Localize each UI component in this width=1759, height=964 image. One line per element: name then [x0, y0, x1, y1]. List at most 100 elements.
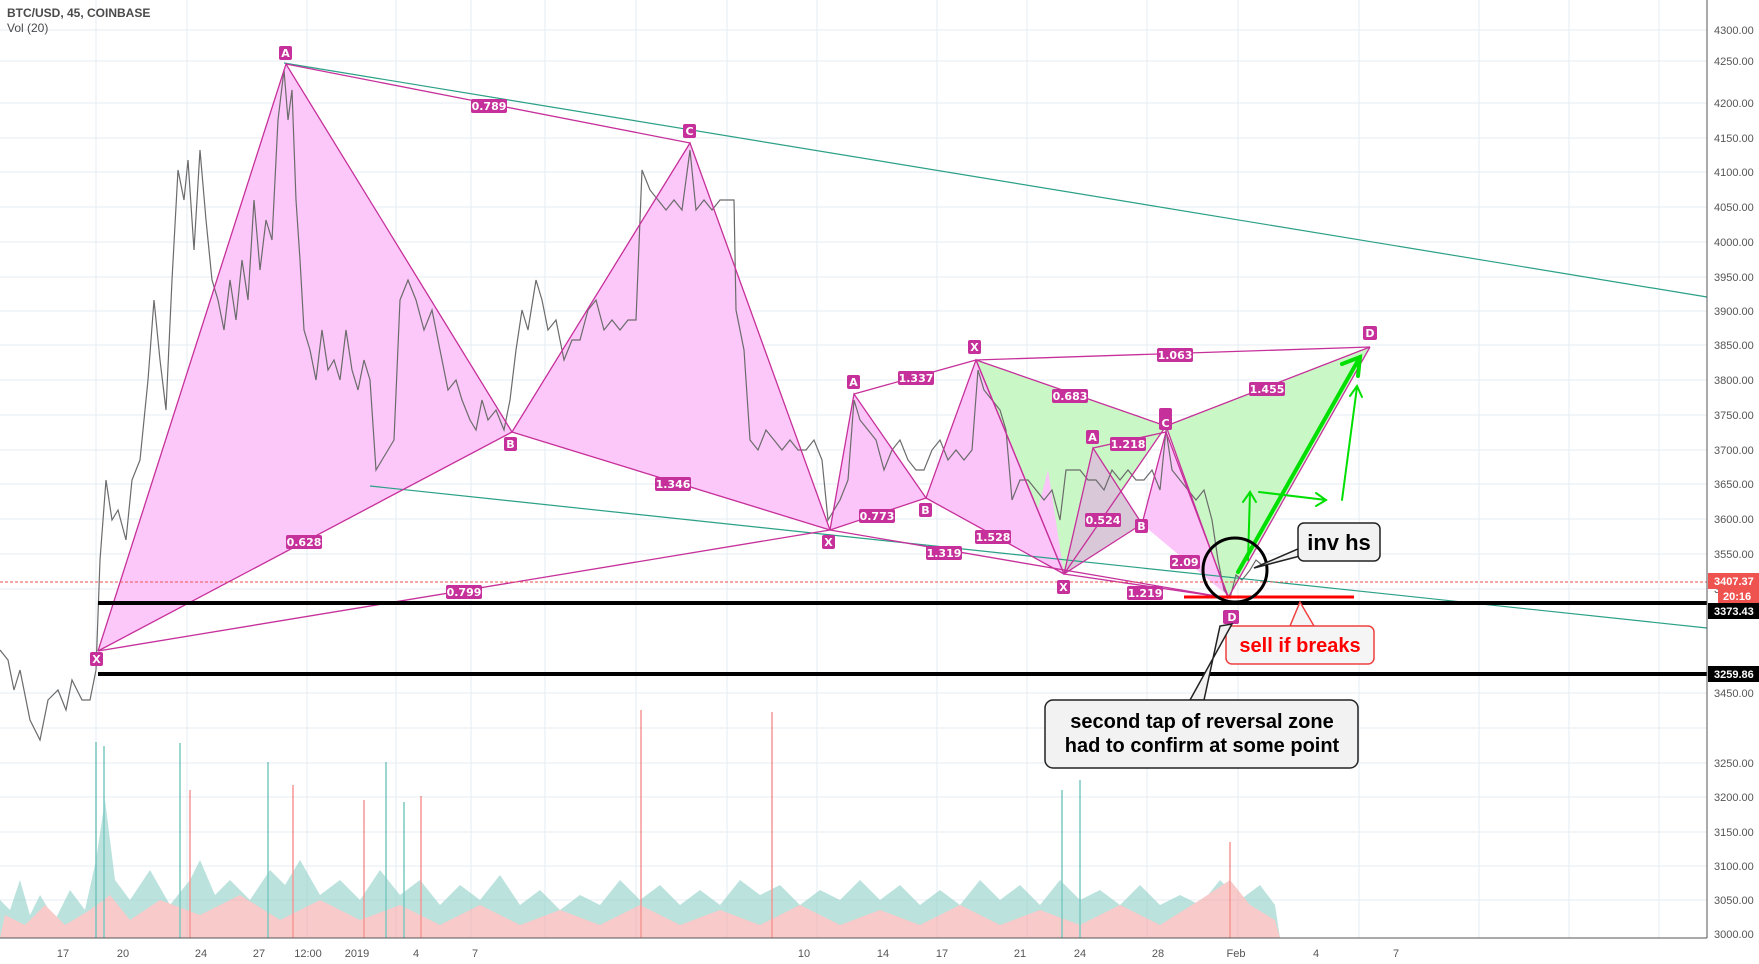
chart-legend: BTC/USD, 45, COINBASE Vol (20)	[7, 6, 150, 36]
svg-text:1.219: 1.219	[1128, 587, 1163, 600]
svg-text:A: A	[1088, 431, 1097, 444]
svg-text:X: X	[92, 653, 101, 666]
point-b-2: B	[919, 503, 932, 517]
svg-text:X: X	[824, 536, 833, 549]
svg-text:3259.86: 3259.86	[1714, 669, 1754, 681]
harmonic-pattern-fills	[98, 64, 1370, 651]
ratio-2-09: 2.09	[1170, 555, 1200, 569]
svg-text:inv hs: inv hs	[1307, 530, 1371, 555]
svg-text:17: 17	[57, 948, 69, 960]
svg-text:X: X	[1059, 581, 1068, 594]
svg-text:3750.00: 3750.00	[1714, 410, 1754, 422]
svg-text:3150.00: 3150.00	[1714, 827, 1754, 839]
projection-arrows	[1236, 353, 1363, 574]
svg-text:0.799: 0.799	[447, 586, 482, 599]
price-candles	[0, 69, 1263, 742]
svg-text:14: 14	[877, 948, 889, 960]
svg-text:28: 28	[1152, 948, 1164, 960]
svg-text:24: 24	[1074, 948, 1086, 960]
price-axis[interactable]: 4300.00 4250.00 4200.00 4150.00 4100.00 …	[1706, 0, 1759, 964]
point-a-1: A	[279, 46, 292, 60]
svg-text:3700.00: 3700.00	[1714, 445, 1754, 457]
svg-text:B: B	[506, 438, 514, 451]
svg-text:4000.00: 4000.00	[1714, 237, 1754, 249]
svg-text:had to confirm at some point: had to confirm at some point	[1065, 735, 1340, 757]
point-a-2: A	[847, 375, 860, 389]
svg-text:2019: 2019	[345, 948, 369, 960]
svg-text:A: A	[849, 376, 858, 389]
svg-text:27: 27	[253, 948, 265, 960]
svg-text:4: 4	[1313, 948, 1319, 960]
svg-text:1.319: 1.319	[927, 547, 962, 560]
svg-text:7: 7	[472, 948, 478, 960]
svg-text:1.455: 1.455	[1250, 383, 1285, 396]
inv-hs-circle	[1201, 536, 1269, 604]
point-d-4: D	[1223, 610, 1239, 624]
svg-text:10: 10	[798, 948, 810, 960]
symbol-title: BTC/USD, 45, COINBASE	[7, 6, 151, 20]
svg-text:D: D	[1227, 611, 1236, 624]
svg-text:C: C	[1161, 417, 1169, 430]
svg-text:4300.00: 4300.00	[1714, 25, 1754, 37]
level-tag-3373: 3373.43	[1708, 603, 1759, 619]
point-c-3: C	[1159, 416, 1172, 430]
point-b-4	[1159, 408, 1172, 418]
svg-text:3850.00: 3850.00	[1714, 340, 1754, 352]
callout-sell-if-breaks: sell if breaks	[1225, 600, 1375, 665]
point-b-1: B	[504, 437, 517, 451]
time-axis[interactable]: 17 20 24 27 12:00 2019 4 7 10 14 17 21 2…	[0, 937, 1707, 960]
svg-text:3550.00: 3550.00	[1714, 549, 1754, 561]
svg-text:4250.00: 4250.00	[1714, 56, 1754, 68]
level-tag-3259: 3259.86	[1708, 666, 1759, 682]
svg-text:3250.00: 3250.00	[1714, 758, 1754, 770]
ratio-1-528: 1.528	[975, 530, 1011, 544]
point-x-4: X	[1057, 580, 1070, 594]
ratio-1-218: 1.218	[1110, 437, 1146, 451]
svg-text:20:16: 20:16	[1723, 591, 1751, 603]
svg-text:4050.00: 4050.00	[1714, 202, 1754, 214]
svg-text:X: X	[970, 341, 979, 354]
ratio-1-337: 1.337	[898, 371, 934, 385]
ratio-1-319: 1.319	[926, 546, 962, 560]
svg-text:3050.00: 3050.00	[1714, 895, 1754, 907]
svg-text:4100.00: 4100.00	[1714, 167, 1754, 179]
svg-text:4150.00: 4150.00	[1714, 133, 1754, 145]
svg-text:second tap of reversal zone: second tap of reversal zone	[1070, 711, 1333, 733]
point-x-1: X	[90, 652, 103, 666]
svg-text:12:00: 12:00	[294, 948, 322, 960]
svg-text:0.789: 0.789	[472, 100, 507, 113]
svg-text:3100.00: 3100.00	[1714, 861, 1754, 873]
main-up-arrow	[1236, 355, 1362, 574]
svg-text:4200.00: 4200.00	[1714, 98, 1754, 110]
svg-text:C: C	[685, 125, 693, 138]
svg-text:3600.00: 3600.00	[1714, 514, 1754, 526]
svg-text:3450.00: 3450.00	[1714, 688, 1754, 700]
svg-text:B: B	[921, 504, 929, 517]
svg-text:0.628: 0.628	[287, 536, 322, 549]
pattern-point-markers: X A B C X A B X X A B C D D	[90, 46, 1377, 666]
svg-text:24: 24	[195, 948, 207, 960]
volume-indicator-label[interactable]: Vol (20)	[7, 21, 49, 35]
point-x-3: X	[968, 340, 981, 354]
svg-text:0.524: 0.524	[1086, 514, 1121, 527]
ratio-1-219: 1.219	[1127, 586, 1163, 600]
svg-text:2.09: 2.09	[1171, 556, 1198, 569]
ratio-0-524: 0.524	[1085, 513, 1121, 527]
callout-inv-hs: inv hs	[1253, 522, 1381, 569]
svg-text:20: 20	[117, 948, 129, 960]
ratio-0-628: 0.628	[286, 535, 322, 549]
svg-text:3200.00: 3200.00	[1714, 792, 1754, 804]
svg-text:4: 4	[413, 948, 419, 960]
point-b-3: B	[1135, 519, 1148, 533]
point-d-final: D	[1363, 326, 1377, 340]
countdown-tag: 20:16	[1718, 589, 1759, 603]
point-a-3: A	[1086, 430, 1099, 444]
volume-bars	[0, 710, 1280, 938]
svg-text:A: A	[281, 47, 290, 60]
ratio-1-455: 1.455	[1249, 382, 1285, 396]
svg-text:17: 17	[936, 948, 948, 960]
svg-text:3950.00: 3950.00	[1714, 272, 1754, 284]
svg-text:1.346: 1.346	[656, 478, 691, 491]
ratio-1-063: 1.063	[1157, 348, 1193, 362]
